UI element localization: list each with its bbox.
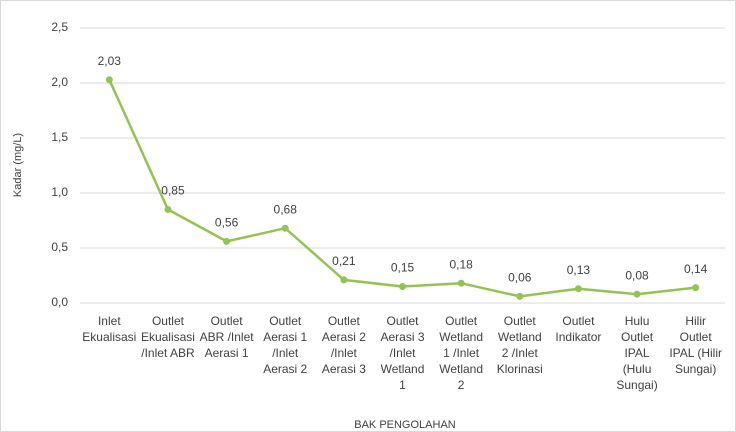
data-point bbox=[457, 279, 465, 287]
x-tick-label: Outlet Wetland 2 /Inlet Klorinasi bbox=[497, 314, 543, 376]
y-axis-title: Kadar (mg/L) bbox=[12, 133, 24, 197]
data-label: 0,06 bbox=[508, 271, 532, 285]
x-tick-label: Outlet ABR /Inlet Aerasi 1 bbox=[200, 314, 255, 360]
y-tick-label: 2,0 bbox=[51, 75, 68, 89]
x-tick-label: Outlet Wetland 1 /Inlet Wetland 2 bbox=[439, 314, 483, 392]
data-point bbox=[633, 290, 641, 298]
y-tick-label: 1,0 bbox=[51, 185, 68, 199]
y-tick-label: 0,5 bbox=[51, 240, 68, 254]
x-tick-label: Outlet Aerasi 2/Inlet Aerasi 3 bbox=[322, 314, 366, 376]
data-label: 0,18 bbox=[449, 257, 473, 271]
x-tick-label: Outlet Aerasi 3/Inlet Wetland 1 bbox=[380, 314, 424, 392]
data-label: 0,56 bbox=[215, 216, 239, 230]
data-label: 0,14 bbox=[684, 262, 708, 276]
data-label: 0,21 bbox=[332, 254, 356, 268]
data-point bbox=[399, 283, 406, 290]
data-point bbox=[574, 285, 582, 293]
x-axis-title: BAK PENGOLAHAN bbox=[354, 419, 456, 431]
y-tick-label: 0,0 bbox=[51, 295, 68, 309]
data-point bbox=[223, 237, 231, 245]
x-tick-label: Outlet Indikator bbox=[555, 314, 601, 344]
x-tick-label: Hilir Outlet IPAL (Hilir Sungai) bbox=[669, 314, 722, 376]
x-tick-label: Inlet Ekualisasi bbox=[82, 314, 136, 344]
data-point bbox=[692, 284, 700, 292]
data-label: 0,68 bbox=[274, 202, 298, 216]
data-label: 0,13 bbox=[567, 263, 591, 277]
data-point bbox=[105, 76, 113, 84]
y-tick-label: 1,5 bbox=[51, 130, 68, 144]
data-point bbox=[164, 206, 172, 213]
data-label: 0,15 bbox=[391, 261, 415, 275]
x-tick-label: Outlet Aerasi 1/Inlet Aerasi 2 bbox=[263, 314, 307, 376]
data-label: 2,03 bbox=[98, 54, 122, 68]
data-point bbox=[281, 224, 289, 232]
x-tick-label: Hulu Outlet IPAL (Hulu Sungai) bbox=[616, 314, 657, 392]
x-tick-label: Outlet Ekualisasi/Inlet ABR bbox=[141, 314, 195, 360]
y-tick-label: 2,5 bbox=[51, 20, 68, 34]
data-point bbox=[340, 276, 348, 284]
data-point bbox=[516, 292, 524, 300]
data-label: 0,08 bbox=[625, 268, 649, 282]
data-label: 0,85 bbox=[161, 184, 185, 198]
